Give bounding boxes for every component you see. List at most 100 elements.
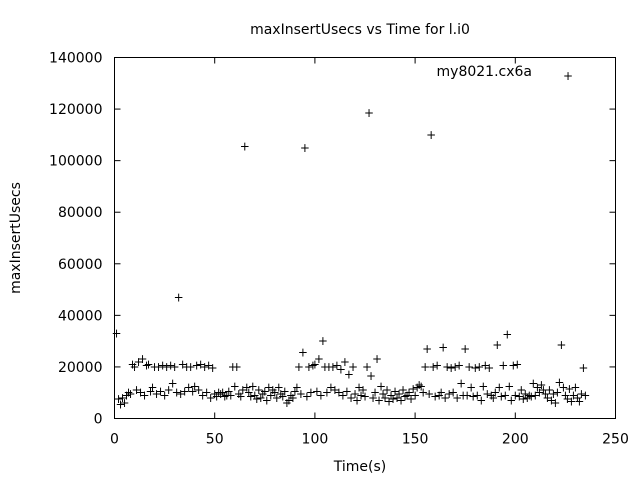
- data-point: +: [170, 360, 180, 374]
- data-point: +: [482, 387, 492, 401]
- data-point: +: [326, 381, 336, 395]
- data-point: +: [568, 388, 578, 402]
- data-point: +: [572, 391, 582, 405]
- y-tick-label: 100000: [49, 154, 102, 170]
- data-point: +: [242, 381, 252, 395]
- data-point: +: [396, 393, 406, 407]
- data-point: +: [226, 388, 236, 402]
- data-point: +: [502, 328, 512, 342]
- data-point: +: [544, 383, 554, 397]
- data-point: +: [276, 387, 286, 401]
- data-point: +: [444, 387, 454, 401]
- data-point: +: [550, 396, 560, 410]
- data-point: +: [192, 359, 202, 373]
- data-point: +: [420, 360, 430, 374]
- x-tick-label: 200: [502, 432, 529, 448]
- data-point: +: [414, 378, 424, 392]
- data-point: +: [458, 388, 468, 402]
- data-point: +: [520, 387, 530, 401]
- data-point: +: [566, 395, 576, 409]
- data-point: +: [374, 393, 384, 407]
- data-point: +: [434, 388, 444, 402]
- data-point: +: [522, 391, 532, 405]
- data-point: +: [332, 359, 342, 373]
- data-point: +: [528, 377, 538, 391]
- data-point: +: [182, 360, 192, 374]
- data-point: +: [284, 393, 294, 407]
- data-point: +: [378, 387, 388, 401]
- data-point: +: [538, 383, 548, 397]
- data-point: +: [400, 390, 410, 404]
- data-point: +: [358, 383, 368, 397]
- data-point: +: [546, 393, 556, 407]
- chart-title: maxInsertUsecs vs Time for l.i0: [250, 22, 470, 38]
- data-point: +: [356, 388, 366, 402]
- data-point: +: [296, 387, 306, 401]
- data-point: +: [140, 388, 150, 402]
- data-point: +: [580, 388, 590, 402]
- data-point: +: [300, 141, 310, 155]
- data-point: +: [388, 392, 398, 406]
- data-point: +: [260, 384, 270, 398]
- data-point: +: [230, 379, 240, 393]
- data-point: +: [117, 391, 127, 405]
- data-point: +: [238, 383, 248, 397]
- data-point: +: [254, 383, 264, 397]
- data-point: +: [384, 395, 394, 409]
- y-tick-label: 60000: [58, 257, 103, 273]
- plot-frame: [114, 57, 616, 419]
- data-point: +: [168, 377, 178, 391]
- data-point: +: [194, 383, 204, 397]
- data-point: +: [376, 379, 386, 393]
- data-point: +: [354, 381, 364, 395]
- data-point: +: [352, 393, 362, 407]
- data-point: +: [288, 391, 298, 405]
- data-point: +: [494, 381, 504, 395]
- data-point: +: [180, 384, 190, 398]
- data-point: +: [402, 388, 412, 402]
- data-point: +: [250, 388, 260, 402]
- data-point: +: [222, 388, 232, 402]
- data-point: +: [268, 383, 278, 397]
- data-point: +: [322, 386, 332, 400]
- legend-marker: +: [563, 69, 573, 83]
- data-point: +: [142, 359, 152, 373]
- data-point: +: [380, 391, 390, 405]
- data-point: +: [334, 386, 344, 400]
- data-point: +: [512, 357, 522, 371]
- data-point: +: [464, 360, 474, 374]
- data-point: +: [360, 390, 370, 404]
- y-tick-label: 140000: [49, 51, 102, 67]
- data-point: +: [454, 359, 464, 373]
- data-point: +: [368, 391, 378, 405]
- data-point: +: [460, 342, 470, 356]
- x-axis-ticks: 0 50 100 150 200 250: [110, 57, 629, 448]
- data-point: +: [448, 386, 458, 400]
- data-point: +: [428, 360, 438, 374]
- data-point: +: [172, 386, 182, 400]
- y-axis-ticks: 0 20000 40000 60000 80000 100000 120000 140000: [49, 51, 616, 428]
- data-point: +: [264, 381, 274, 395]
- data-point: +: [320, 360, 330, 374]
- data-point: +: [156, 384, 166, 398]
- data-point: +: [178, 357, 188, 371]
- y-tick-label: 20000: [58, 360, 103, 376]
- data-point: +: [244, 386, 254, 400]
- data-point: +: [418, 386, 428, 400]
- y-tick-label: 80000: [58, 205, 103, 221]
- data-point: +: [176, 387, 186, 401]
- data-point: +: [121, 388, 131, 402]
- data-point: +: [152, 387, 162, 401]
- data-point: +: [484, 361, 494, 375]
- data-point: +: [128, 357, 138, 371]
- data-point: +: [130, 360, 140, 374]
- data-point: +: [438, 341, 448, 355]
- data-point: +: [166, 359, 176, 373]
- data-point: +: [526, 390, 536, 404]
- y-tick-label: 40000: [58, 308, 103, 324]
- y-tick-label: 0: [94, 412, 103, 428]
- data-point: +: [274, 381, 284, 395]
- x-axis-label: Time(s): [333, 459, 386, 475]
- data-point: +: [516, 383, 526, 397]
